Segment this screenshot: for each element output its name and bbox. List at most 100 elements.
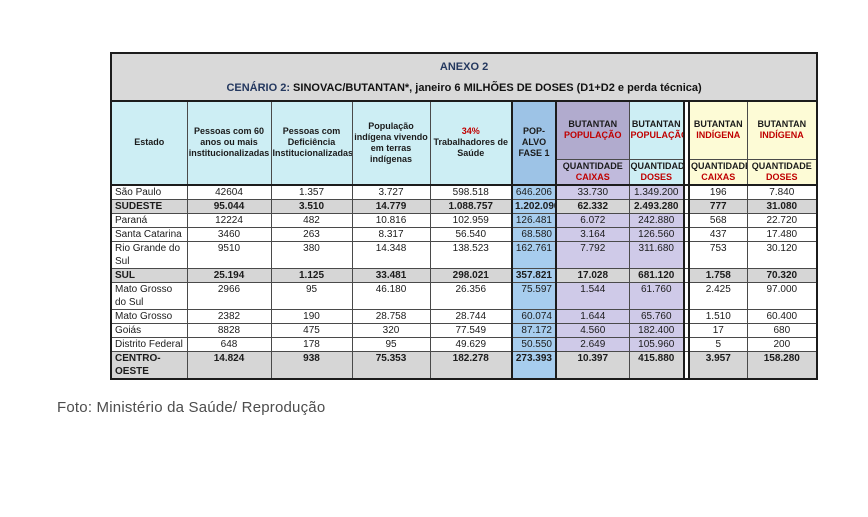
state-cell: Distrito Federal bbox=[110, 336, 188, 352]
value-cell: 14.824 bbox=[186, 350, 272, 379]
value-cell: 33.730 bbox=[555, 184, 630, 200]
header-trab-saude: Trabalhadores de Saúde bbox=[433, 137, 509, 159]
state-cell: Paraná bbox=[110, 212, 188, 228]
value-cell: 138.523 bbox=[429, 240, 513, 269]
value-cell: 1.644 bbox=[555, 308, 630, 324]
subheader-quantidade-caixas: QUANTIDADE CAIXAS bbox=[688, 158, 748, 186]
value-cell: 2.425 bbox=[688, 281, 748, 310]
value-cell: 196 bbox=[688, 184, 748, 200]
value-cell: 3460 bbox=[186, 226, 272, 242]
value-cell: 49.629 bbox=[429, 336, 513, 352]
value-cell: 380 bbox=[270, 240, 353, 269]
header-butantan-label: BUTANTAN bbox=[568, 119, 618, 130]
header-pop-alvo: POP-ALVO FASE 1 bbox=[511, 100, 557, 186]
value-cell: 17 bbox=[688, 322, 748, 338]
table-row: Rio Grande do Sul 9510 380 14.348 138.523 162… bbox=[110, 240, 818, 269]
value-cell: 4.560 bbox=[555, 322, 630, 338]
subheader-doses-label: DOSES bbox=[640, 171, 672, 182]
value-cell: 12224 bbox=[186, 212, 272, 228]
table-row: Paraná 12224 482 10.816 102.959 126.481 6.072 2… bbox=[110, 212, 818, 228]
subheader-quantidade-doses: QUANTIDADE DOSES bbox=[628, 158, 685, 186]
value-cell: 475 bbox=[270, 322, 353, 338]
value-cell: 2.493.280 bbox=[628, 198, 685, 214]
value-cell: 60.074 bbox=[511, 308, 557, 324]
value-cell: 26.356 bbox=[429, 281, 513, 310]
state-cell: Mato Grosso bbox=[110, 308, 188, 324]
value-cell: 938 bbox=[270, 350, 353, 379]
table-row: CENTRO-OESTE 14.824 938 75.353 182.278 273.39… bbox=[110, 350, 818, 379]
value-cell: 77.549 bbox=[429, 322, 513, 338]
state-cell: Rio Grande do Sul bbox=[110, 240, 188, 269]
value-cell: 95 bbox=[351, 336, 431, 352]
table-subheader-row: QUANTIDADE CAIXAS QUANTIDADE DOSES QUANT… bbox=[111, 158, 818, 186]
value-cell: 7.840 bbox=[746, 184, 818, 200]
table-header-row: Estado Pessoas com 60 anos ou mais insti… bbox=[110, 100, 818, 186]
value-cell: 65.760 bbox=[628, 308, 685, 324]
header-pop-indigena: População indígena vivendo em terras ind… bbox=[351, 100, 431, 186]
value-cell: 2382 bbox=[186, 308, 272, 324]
value-cell: 22.720 bbox=[746, 212, 818, 228]
value-cell: 8.317 bbox=[351, 226, 431, 242]
table-row: Mato Grosso do Sul 2966 95 46.180 26.356 75.5… bbox=[110, 281, 818, 310]
value-cell: 3.510 bbox=[270, 198, 353, 214]
group-separator bbox=[683, 350, 690, 379]
value-cell: 646.206 bbox=[511, 184, 557, 200]
value-cell: 357.821 bbox=[511, 267, 557, 283]
value-cell: 3.727 bbox=[351, 184, 431, 200]
value-cell: 56.540 bbox=[429, 226, 513, 242]
value-cell: 7.792 bbox=[555, 240, 630, 269]
header-pessoas-deficiencia: Pessoas com Deficiência Institucionaliza… bbox=[270, 100, 353, 186]
value-cell: 2966 bbox=[186, 281, 272, 310]
value-cell: 568 bbox=[688, 212, 748, 228]
header-populacao-label: POPULAÇÃO bbox=[563, 130, 622, 141]
photo-caption: Foto: Ministério da Saúde/ Reprodução bbox=[57, 399, 326, 416]
subheader-doses-label: DOSES bbox=[766, 171, 798, 182]
state-cell: São Paulo bbox=[110, 184, 188, 200]
value-cell: 75.597 bbox=[511, 281, 557, 310]
value-cell: 46.180 bbox=[351, 281, 431, 310]
value-cell: 777 bbox=[688, 198, 748, 214]
state-cell: Santa Catarina bbox=[110, 226, 188, 242]
value-cell: 60.400 bbox=[746, 308, 818, 324]
value-cell: 320 bbox=[351, 322, 431, 338]
value-cell: 162.761 bbox=[511, 240, 557, 269]
header-estado: Estado bbox=[110, 100, 188, 186]
table-body: São Paulo 42604 1.357 3.727 598.518 646.206 33… bbox=[110, 184, 818, 379]
value-cell: 61.760 bbox=[628, 281, 685, 310]
value-cell: 437 bbox=[688, 226, 748, 242]
value-cell: 298.021 bbox=[429, 267, 513, 283]
value-cell: 1.349.200 bbox=[628, 184, 685, 200]
value-cell: 75.353 bbox=[351, 350, 431, 379]
value-cell: 68.580 bbox=[511, 226, 557, 242]
value-cell: 126.560 bbox=[628, 226, 685, 242]
value-cell: 25.194 bbox=[186, 267, 272, 283]
value-cell: 105.960 bbox=[628, 336, 685, 352]
state-cell: SUDESTE bbox=[110, 198, 188, 214]
value-cell: 158.280 bbox=[746, 350, 818, 379]
table-row: Goiás 8828 475 320 77.549 87.172 4.560 182.400 1… bbox=[110, 322, 818, 338]
value-cell: 1.544 bbox=[555, 281, 630, 310]
value-cell: 6.072 bbox=[555, 212, 630, 228]
value-cell: 2.649 bbox=[555, 336, 630, 352]
value-cell: 9510 bbox=[186, 240, 272, 269]
value-cell: 10.816 bbox=[351, 212, 431, 228]
header-butantan-label: BUTANTAN bbox=[631, 119, 681, 130]
value-cell: 17.028 bbox=[555, 267, 630, 283]
cenario-text: SINOVAC/BUTANTAN*, janeiro 6 MILHÕES DE … bbox=[290, 81, 702, 94]
value-cell: 1.125 bbox=[270, 267, 353, 283]
value-cell: 50.550 bbox=[511, 336, 557, 352]
header-pessoas-60: Pessoas com 60 anos ou mais instituciona… bbox=[186, 100, 272, 186]
header-populacao-label: POPULAÇÃO bbox=[630, 130, 684, 141]
value-cell: 178 bbox=[270, 336, 353, 352]
header-trab-pct: 34% bbox=[461, 126, 480, 137]
value-cell: 1.510 bbox=[688, 308, 748, 324]
value-cell: 681.120 bbox=[628, 267, 685, 283]
state-cell: Goiás bbox=[110, 322, 188, 338]
value-cell: 1.758 bbox=[688, 267, 748, 283]
subheader-quantidade-label: QUANTIDADE bbox=[751, 160, 812, 171]
subheader-quantidade-label: QUANTIDADE bbox=[630, 160, 684, 171]
value-cell: 17.480 bbox=[746, 226, 818, 242]
value-cell: 415.880 bbox=[628, 350, 685, 379]
header-butantan-populacao-doses: BUTANTAN POPULAÇÃO bbox=[628, 100, 685, 160]
table-row: Mato Grosso 2382 190 28.758 28.744 60.074 1.64… bbox=[110, 308, 818, 324]
